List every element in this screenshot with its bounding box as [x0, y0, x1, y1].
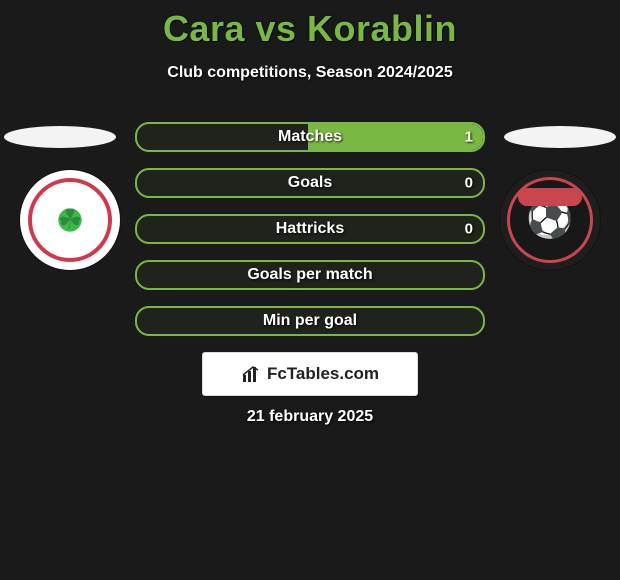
stat-value-right: 0 — [465, 175, 473, 192]
stat-row: Min per goal — [135, 306, 485, 336]
brand-text: FcTables.com — [267, 364, 379, 384]
fctables-brand[interactable]: FcTables.com — [202, 352, 418, 396]
shine-right — [504, 126, 616, 148]
stat-row: 1 Matches — [135, 122, 485, 152]
player-left-badge — [20, 170, 120, 270]
stat-row: Goals per match — [135, 260, 485, 290]
bars-icon — [241, 364, 261, 384]
stats-panel: 1 Matches 0 Goals 0 Hattricks Goals per match M… — [135, 122, 485, 352]
zorya-crest-icon — [507, 177, 593, 263]
stat-label: Min per goal — [263, 312, 357, 330]
cliftonville-crest-icon — [28, 178, 112, 262]
stat-value-right: 1 — [465, 129, 473, 146]
page-subtitle: Club competitions, Season 2024/2025 — [0, 64, 620, 82]
stat-label: Goals per match — [247, 266, 372, 284]
stat-row: 0 Hattricks — [135, 214, 485, 244]
stat-label: Goals — [288, 174, 332, 192]
stat-row: 0 Goals — [135, 168, 485, 198]
comparison-date: 21 february 2025 — [0, 408, 620, 426]
stat-value-right: 0 — [465, 221, 473, 238]
player-right-badge — [500, 170, 600, 270]
page-title: Cara vs Korablin — [0, 0, 620, 50]
stat-label: Matches — [278, 128, 342, 146]
shine-left — [4, 126, 116, 148]
stat-label: Hattricks — [276, 220, 344, 238]
